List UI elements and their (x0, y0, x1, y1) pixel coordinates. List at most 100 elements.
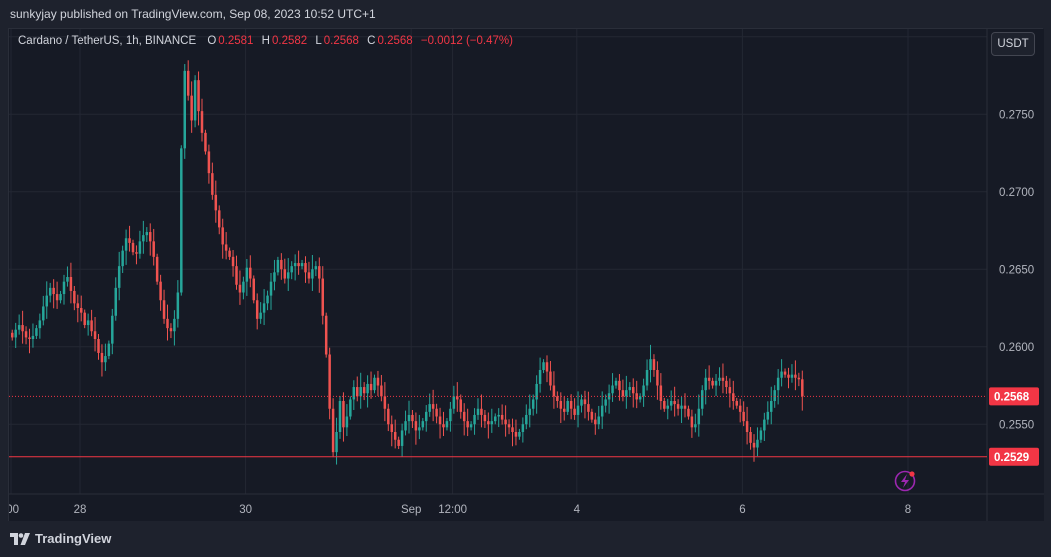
candle-body[interactable] (190, 95, 193, 121)
candle-body[interactable] (673, 401, 676, 405)
candle-body[interactable] (494, 416, 497, 422)
candle-body[interactable] (507, 424, 511, 428)
candle-body[interactable] (707, 377, 711, 381)
candle-body[interactable] (235, 266, 238, 285)
candle-body[interactable] (76, 303, 80, 308)
candle-body[interactable] (304, 263, 307, 273)
candle-body[interactable] (124, 238, 128, 251)
candle-body[interactable] (86, 320, 90, 326)
candle-body[interactable] (17, 325, 21, 330)
candle-body[interactable] (687, 408, 690, 417)
candle-body[interactable] (456, 396, 459, 400)
candle-body[interactable] (632, 387, 635, 394)
candle-body[interactable] (142, 235, 145, 242)
candle-body[interactable] (504, 419, 507, 425)
candle-body[interactable] (373, 377, 376, 391)
candle-body[interactable] (462, 411, 466, 422)
candle-body[interactable] (566, 401, 569, 412)
candle-body[interactable] (176, 292, 180, 319)
candle-body[interactable] (114, 287, 118, 316)
candle-body[interactable] (255, 300, 259, 319)
candle-body[interactable] (528, 408, 532, 415)
candle-body[interactable] (597, 416, 601, 425)
candle-body[interactable] (100, 352, 104, 363)
candle-body[interactable] (342, 401, 345, 428)
candle-body[interactable] (352, 387, 356, 400)
candle-body[interactable] (738, 405, 742, 412)
candle-body[interactable] (48, 287, 52, 296)
lightning-icon[interactable] (894, 470, 916, 492)
candle-body[interactable] (38, 320, 42, 329)
candle-body[interactable] (207, 151, 211, 174)
candle-body[interactable] (349, 399, 352, 417)
candle-body[interactable] (276, 259, 280, 273)
candle-body[interactable] (390, 424, 394, 432)
candle-body[interactable] (283, 269, 287, 279)
candle-body[interactable] (666, 405, 670, 409)
candle-body[interactable] (580, 399, 583, 406)
candle-body[interactable] (590, 411, 594, 420)
candle-body[interactable] (380, 385, 383, 397)
candle-body[interactable] (680, 405, 683, 409)
candle-body[interactable] (614, 380, 618, 386)
candle-body[interactable] (245, 267, 249, 282)
candle-body[interactable] (135, 252, 138, 254)
candle-body[interactable] (587, 404, 590, 412)
candle-body[interactable] (111, 315, 114, 344)
candle-body[interactable] (421, 421, 425, 428)
candle-body[interactable] (69, 277, 73, 291)
candle-body[interactable] (756, 439, 759, 448)
candle-body[interactable] (466, 421, 469, 428)
candle-body[interactable] (511, 427, 514, 432)
candle-body[interactable] (742, 411, 745, 422)
candle-body[interactable] (790, 374, 794, 378)
candle-body[interactable] (104, 356, 107, 363)
candle-body[interactable] (549, 371, 552, 386)
candle-body[interactable] (556, 396, 559, 401)
candle-body[interactable] (500, 414, 504, 420)
candle-body[interactable] (28, 337, 31, 339)
candle-body[interactable] (287, 272, 290, 279)
candle-body[interactable] (735, 401, 739, 406)
candle-body[interactable] (683, 405, 687, 409)
candle-body[interactable] (273, 272, 276, 282)
candle-body[interactable] (583, 399, 587, 405)
candle-body[interactable] (487, 421, 490, 425)
candle-body[interactable] (280, 259, 283, 270)
candle-body[interactable] (31, 335, 35, 339)
candle-body[interactable] (435, 408, 438, 417)
candle-body[interactable] (649, 359, 652, 370)
candle-body[interactable] (224, 244, 228, 251)
candle-body[interactable] (290, 266, 293, 273)
candle-body[interactable] (249, 267, 252, 279)
candle-body[interactable] (80, 308, 83, 313)
symbol-name[interactable]: Cardano / TetherUS, 1h, BINANCE (18, 35, 197, 47)
candle-body[interactable] (542, 362, 545, 370)
candle-body[interactable] (155, 256, 159, 282)
candle-body[interactable] (469, 424, 473, 428)
candle-body[interactable] (411, 414, 414, 422)
candle-body[interactable] (159, 281, 162, 301)
candle-body[interactable] (21, 325, 24, 332)
candle-body[interactable] (801, 379, 804, 397)
candle-body[interactable] (773, 390, 776, 401)
candle-body[interactable] (452, 396, 456, 409)
candle-body[interactable] (697, 408, 701, 425)
candle-body[interactable] (797, 377, 801, 380)
candle-body[interactable] (362, 387, 366, 394)
candle-body[interactable] (335, 432, 338, 453)
candle-body[interactable] (725, 380, 728, 388)
candle-body[interactable] (173, 318, 176, 332)
candle-body[interactable] (780, 371, 783, 378)
candle-body[interactable] (180, 148, 183, 293)
candle-body[interactable] (321, 278, 325, 316)
candle-body[interactable] (345, 416, 349, 428)
candle-body[interactable] (690, 416, 694, 428)
candle-body[interactable] (200, 111, 204, 133)
candle-body[interactable] (183, 70, 187, 149)
candle-body[interactable] (266, 295, 269, 304)
candle-body[interactable] (297, 263, 300, 267)
candle-body[interactable] (197, 80, 200, 112)
candle-body[interactable] (621, 390, 625, 397)
candle-body[interactable] (525, 414, 528, 425)
